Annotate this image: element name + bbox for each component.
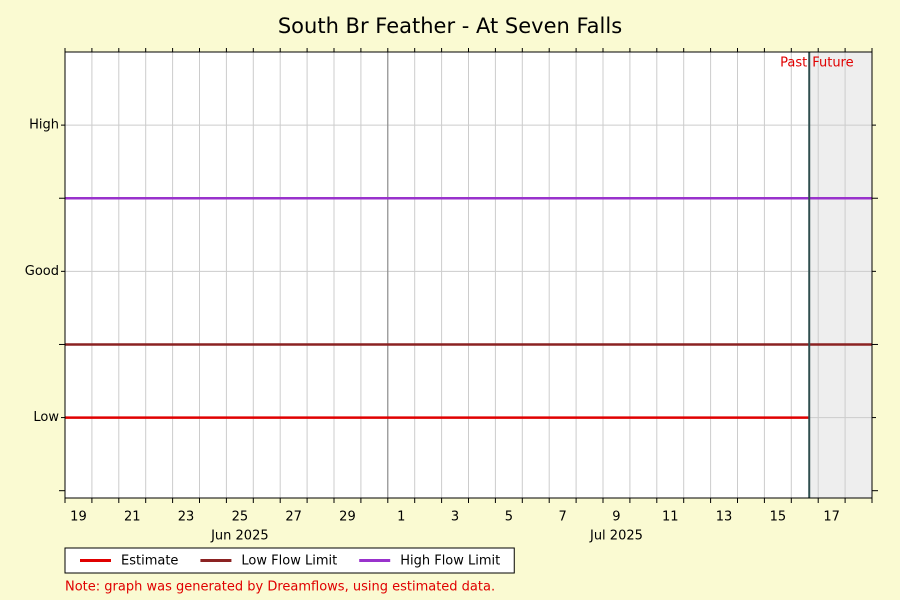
y-tick-label: High xyxy=(29,118,59,133)
note: Note: graph was generated by Dreamflows,… xyxy=(65,580,495,595)
legend-box xyxy=(64,547,515,574)
chart-title: South Br Feather - At Seven Falls xyxy=(278,14,622,38)
x-tick-label: 19 xyxy=(70,510,87,525)
legend-label: High Flow Limit xyxy=(400,554,500,569)
x-tick-label: 23 xyxy=(178,510,195,525)
legend: Estimate Low Flow Limit High Flow Limit xyxy=(64,547,515,574)
x-tick-label: 15 xyxy=(770,510,787,525)
legend-label: Estimate xyxy=(121,554,178,569)
x-tick-label: 13 xyxy=(716,510,733,525)
x-tick-label: 29 xyxy=(339,510,356,525)
x-tick-label: 3 xyxy=(451,510,459,525)
x-tick-label: 9 xyxy=(612,510,620,525)
x-tick-label: 27 xyxy=(285,510,302,525)
month-label: Jul 2025 xyxy=(589,529,643,544)
x-tick-label: 7 xyxy=(559,510,567,525)
legend-label: Low Flow Limit xyxy=(241,554,337,569)
past-label: Past xyxy=(780,56,807,71)
x-tick-label: 17 xyxy=(823,510,840,525)
x-tick-label: 1 xyxy=(397,510,405,525)
y-tick-label: Good xyxy=(25,264,59,279)
x-tick-label: 25 xyxy=(232,510,249,525)
plot-frame xyxy=(64,51,873,499)
future-label: Future xyxy=(812,56,853,71)
y-tick-label: Low xyxy=(33,410,59,425)
x-tick-label: 5 xyxy=(505,510,513,525)
future-area xyxy=(809,52,872,498)
month-label: Jun 2025 xyxy=(210,529,269,544)
x-tick-label: 11 xyxy=(662,510,679,525)
x-tick-label: 21 xyxy=(124,510,141,525)
